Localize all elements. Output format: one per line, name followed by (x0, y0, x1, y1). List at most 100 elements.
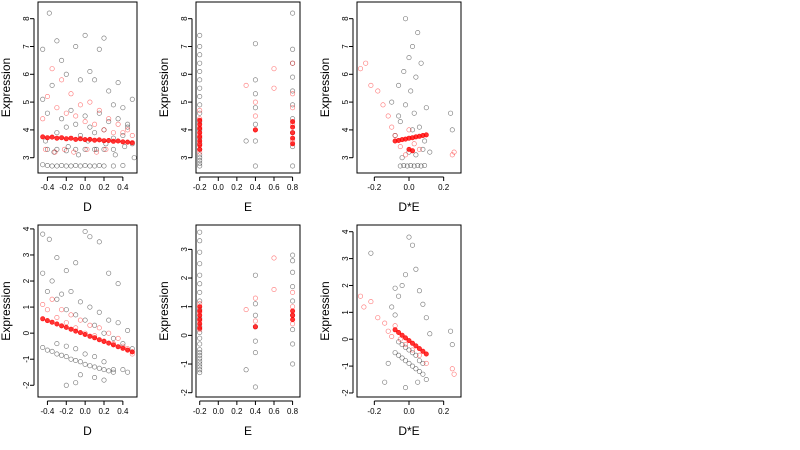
data-point (290, 124, 296, 130)
x-tick-label: 0.4 (117, 407, 129, 416)
data-point (392, 350, 398, 356)
data-point (63, 307, 69, 313)
data-point (40, 162, 46, 168)
data-point (49, 134, 55, 140)
data-point (411, 163, 417, 169)
data-point (87, 163, 93, 169)
data-point (416, 124, 422, 130)
data-point (413, 366, 419, 372)
data-point (271, 286, 277, 292)
panel-4: -0.4 -0.2 0.0 0.2 0.4 -2 -1 0 1 2 3 4 D Expression (0, 224, 138, 438)
data-point (59, 291, 65, 297)
x-tick-label: 0.6 (268, 407, 280, 416)
data-point (101, 359, 107, 365)
data-point (197, 155, 203, 161)
data-point (82, 229, 88, 235)
data-point (46, 10, 52, 16)
data-point (59, 307, 65, 313)
data-point (423, 315, 429, 321)
data-point (396, 339, 402, 345)
data-point (106, 340, 112, 346)
data-point (96, 137, 102, 143)
data-point (101, 163, 107, 169)
data-point (59, 352, 65, 358)
data-point (76, 152, 82, 158)
data-point (92, 354, 98, 360)
data-point (197, 321, 203, 327)
data-point (252, 41, 258, 47)
data-point (112, 152, 118, 158)
y-tick-label: 2 (341, 283, 350, 288)
data-point (197, 341, 203, 347)
data-point (68, 135, 74, 141)
data-point (416, 288, 422, 294)
data-point (115, 344, 121, 350)
data-point (420, 371, 426, 377)
y-tick-label: 3 (341, 256, 350, 261)
y-tick-label: 0 (341, 336, 350, 341)
data-point (77, 136, 83, 142)
data-point (92, 77, 98, 83)
data-point (87, 136, 93, 142)
data-point (420, 348, 426, 354)
y-tick-label: 7 (22, 44, 31, 49)
data-point (396, 329, 402, 335)
data-point (54, 296, 60, 302)
data-point (290, 321, 296, 327)
data-point (290, 289, 296, 295)
data-point (409, 43, 415, 49)
data-point (382, 379, 388, 385)
data-point (54, 135, 60, 141)
data-point (408, 88, 414, 94)
data-point (399, 355, 405, 361)
data-point (448, 110, 454, 116)
data-point (115, 116, 121, 122)
data-point (290, 91, 296, 97)
x-tick-label: 0.2 (98, 183, 110, 192)
data-point (423, 360, 429, 366)
data-point (290, 269, 296, 275)
data-point (59, 116, 65, 122)
data-point (416, 358, 422, 364)
panel-1: -0.4 -0.2 0.0 0.2 0.4 3 4 5 6 7 8 D Expression (0, 1, 138, 214)
data-point (82, 361, 88, 367)
data-point (409, 363, 415, 369)
data-point (252, 138, 258, 144)
data-point (271, 85, 277, 91)
data-point (40, 46, 46, 52)
data-point (52, 149, 58, 155)
x-axis-title: E (244, 200, 252, 214)
data-point (396, 113, 402, 119)
y-tick-label: 8 (180, 16, 189, 21)
data-point (402, 342, 408, 348)
data-point (411, 141, 417, 147)
data-point (110, 130, 116, 136)
x-tick-label: -0.2 (367, 183, 381, 192)
y-tick-label: -2 (180, 389, 189, 397)
data-point (271, 66, 277, 72)
data-point (451, 149, 457, 155)
data-point (396, 293, 402, 299)
data-point (397, 163, 403, 169)
data-point (389, 99, 395, 105)
data-point (420, 301, 426, 307)
data-point (40, 316, 46, 322)
data-point (103, 146, 109, 152)
data-point (106, 317, 112, 323)
data-point (363, 60, 369, 66)
data-point (101, 330, 107, 336)
data-point (73, 163, 79, 169)
data-point (73, 380, 79, 386)
data-point (110, 138, 116, 144)
x-tick-label: 0.8 (287, 183, 299, 192)
data-point (197, 158, 203, 164)
data-point (396, 352, 402, 358)
data-point (399, 332, 405, 338)
data-point (125, 139, 131, 145)
data-point (54, 130, 60, 136)
data-point (40, 301, 46, 307)
data-point (197, 134, 203, 140)
data-point (197, 121, 203, 127)
data-point (54, 105, 60, 111)
